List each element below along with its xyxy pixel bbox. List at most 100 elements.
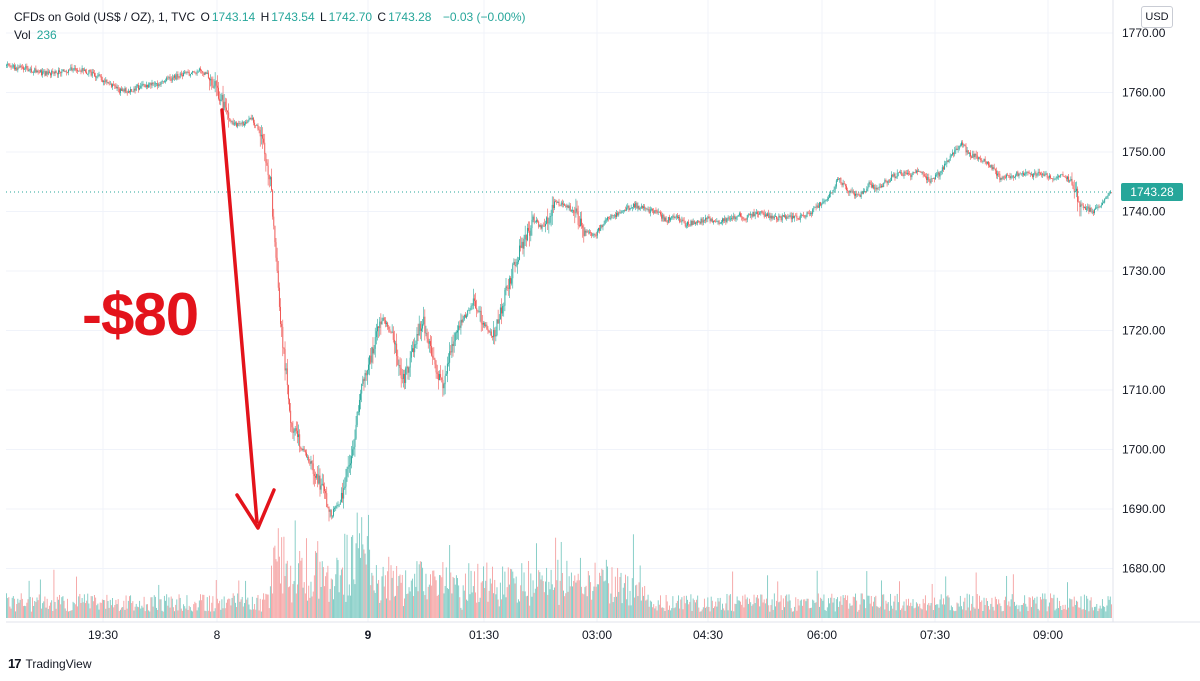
volume-bar xyxy=(603,581,605,618)
volume-bar xyxy=(343,594,345,618)
candle-body xyxy=(807,212,809,214)
volume-bar xyxy=(993,610,995,618)
volume-bar xyxy=(1027,610,1029,618)
volume-bar xyxy=(236,607,238,618)
currency-button[interactable]: USD xyxy=(1141,6,1173,28)
volume-bar xyxy=(437,594,439,618)
volume-bar xyxy=(176,599,178,618)
volume-bar xyxy=(1067,582,1068,618)
volume-bar xyxy=(559,580,561,618)
volume-bar xyxy=(640,600,642,618)
volume-bar xyxy=(267,594,269,618)
volume-bar xyxy=(242,606,244,618)
candle-body xyxy=(698,220,700,223)
volume-bar xyxy=(829,603,831,618)
candle-body xyxy=(611,215,613,216)
candle-body xyxy=(144,85,146,88)
candle-body xyxy=(214,81,216,88)
candle-body xyxy=(301,448,303,451)
volume-bar xyxy=(327,565,329,618)
candle-body xyxy=(362,379,364,384)
volume-bar xyxy=(325,576,327,618)
candle-body xyxy=(399,365,401,368)
candle-body xyxy=(832,190,834,194)
volume-bar xyxy=(433,570,435,618)
candle-body xyxy=(23,67,24,70)
volume-bar xyxy=(28,580,30,618)
candle-body xyxy=(1029,173,1031,175)
volume-bar xyxy=(876,606,878,618)
candle-body xyxy=(204,72,206,76)
volume-bar xyxy=(701,609,703,618)
candle-body xyxy=(268,175,270,180)
volume-bar xyxy=(944,604,946,618)
candle-body xyxy=(82,68,84,71)
candle-body xyxy=(357,411,359,413)
volume-bar xyxy=(672,596,674,618)
volume-bar xyxy=(678,595,679,618)
candle-body xyxy=(289,399,291,411)
candle-body xyxy=(1048,175,1050,178)
candle-body xyxy=(19,65,21,68)
candle-body xyxy=(222,94,224,110)
candle-body xyxy=(1004,176,1006,178)
candle-body xyxy=(158,84,160,87)
volume-bar xyxy=(671,608,673,618)
candle-body xyxy=(573,210,575,213)
volume-bar xyxy=(48,605,50,618)
volume-bar xyxy=(27,599,29,618)
candle-body xyxy=(436,372,438,374)
volume-bar xyxy=(195,603,197,618)
candle-body xyxy=(423,316,425,325)
candle-body xyxy=(913,172,915,173)
volume-bar xyxy=(390,565,392,618)
candle-body xyxy=(371,347,373,363)
volume-bar xyxy=(468,563,470,618)
candle-body xyxy=(1086,208,1088,210)
candle-body xyxy=(892,174,894,177)
candle-body xyxy=(232,121,234,125)
candle-body xyxy=(303,448,305,451)
volume-label[interactable]: Vol xyxy=(14,28,31,42)
volume-bar xyxy=(139,600,141,618)
candle-body xyxy=(709,217,711,222)
volume-bar xyxy=(588,575,590,618)
candle-body xyxy=(531,219,533,229)
candle-body xyxy=(27,67,29,72)
candle-body xyxy=(133,88,135,92)
volume-bar xyxy=(653,604,655,618)
candle-body xyxy=(681,219,683,223)
volume-bar xyxy=(825,610,827,618)
volume-bar xyxy=(952,607,953,618)
candle-body xyxy=(441,377,443,380)
candle-body xyxy=(959,145,961,147)
volume-bar xyxy=(844,595,846,618)
volume-bar xyxy=(99,602,101,618)
volume-bar xyxy=(418,564,420,618)
volume-bar xyxy=(144,611,146,618)
candle-body xyxy=(874,187,876,189)
candle-body xyxy=(503,305,505,307)
candle-body xyxy=(558,201,560,206)
candle-body xyxy=(1041,174,1042,176)
candle-body xyxy=(948,159,950,162)
volume-bar xyxy=(349,595,351,618)
symbol-label[interactable]: CFDs on Gold (US$ / OZ), 1, TVC xyxy=(14,10,196,24)
candle-body xyxy=(602,225,604,228)
tradingview-logo[interactable]: 17 TradingView xyxy=(8,656,92,671)
volume-bar xyxy=(963,601,965,618)
low-value: 1742.70 xyxy=(328,10,373,24)
candle-body xyxy=(942,167,944,170)
candle-body xyxy=(142,83,144,85)
volume-bar xyxy=(387,571,389,618)
candle-body xyxy=(391,331,393,333)
candle-body xyxy=(716,221,718,222)
volume-bar xyxy=(1052,598,1054,618)
volume-bar xyxy=(498,606,500,618)
volume-bar xyxy=(938,607,940,618)
volume-bar xyxy=(280,583,281,618)
x-tick-label: 04:30 xyxy=(693,628,723,642)
volume-bar xyxy=(317,541,319,618)
